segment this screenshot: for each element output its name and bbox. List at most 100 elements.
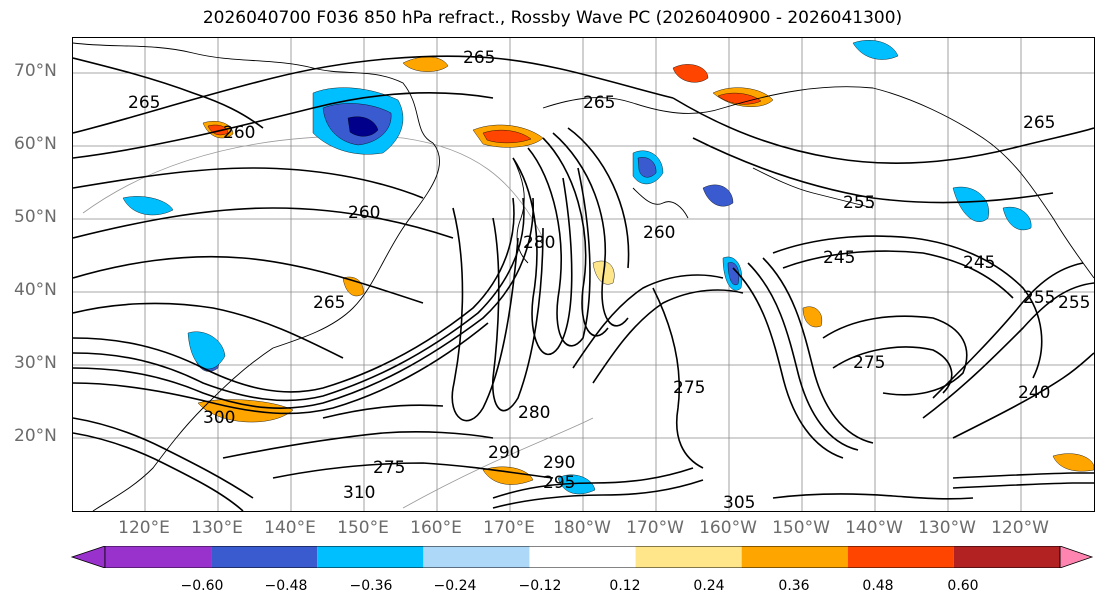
contour-label: 295 <box>543 473 575 493</box>
refractivity-contour <box>672 97 1094 165</box>
colorbar-tick-label: 0.36 <box>778 578 810 594</box>
lat-label-70n: 70°N <box>14 61 57 81</box>
anomaly-patch <box>557 474 596 495</box>
refractivity-contour <box>772 235 1043 379</box>
lon-label-140w: 140°W <box>845 518 903 538</box>
lon-label-170e: 170°E <box>483 518 535 538</box>
coastline-segment <box>73 42 434 144</box>
coastline-segment <box>752 167 874 209</box>
refractivity-contour <box>732 267 844 459</box>
lon-label-120w: 120°W <box>991 518 1049 538</box>
map-panel[interactable]: 265 265 260 260 265 260 280 265 255 245 255 275 275 2… <box>72 37 1095 512</box>
refractivity-contour <box>451 207 519 422</box>
projection-curve <box>402 417 594 509</box>
refractivity-contour <box>272 462 554 479</box>
anomaly-patch <box>952 186 989 222</box>
contour-label: 265 <box>583 93 615 113</box>
contour-label: 305 <box>723 493 755 511</box>
coastline-segment <box>872 87 1094 279</box>
lat-label-50n: 50°N <box>14 207 57 227</box>
contour-label: 275 <box>853 353 885 373</box>
contour-label: 275 <box>673 378 705 398</box>
anomaly-patch <box>122 196 174 216</box>
colorbar-outline <box>104 546 1061 568</box>
colorbar-tick-label: −0.36 <box>349 578 393 594</box>
refractivity-contour <box>932 262 1084 399</box>
refractivity-contour <box>567 127 630 269</box>
coastline-segment <box>542 86 874 114</box>
coastline-segment <box>512 157 529 264</box>
contour-label: 265 <box>313 293 345 313</box>
lon-label-170w: 170°W <box>626 518 684 538</box>
lon-label-160w: 160°W <box>699 518 757 538</box>
lon-label-120e: 120°E <box>118 518 170 538</box>
refractivity-contour <box>572 274 724 369</box>
refractivity-contour <box>592 289 744 384</box>
projection-curve <box>82 135 544 239</box>
lat-label-60n: 60°N <box>14 134 57 154</box>
colorbar-tick-label: −0.48 <box>264 578 308 594</box>
lat-label-20n: 20°N <box>14 426 57 446</box>
contour-label: 255 <box>843 193 875 213</box>
colorbar-segment <box>423 546 530 568</box>
lon-label-130w: 130°W <box>918 518 976 538</box>
contour-label: 245 <box>823 248 855 268</box>
anomaly-patch <box>717 92 762 105</box>
anomaly-patch <box>727 262 740 286</box>
lat-label-40n: 40°N <box>14 280 57 300</box>
anomaly-patch <box>187 331 226 370</box>
coastline-segment <box>632 187 689 219</box>
colorbar-min-extension <box>70 546 106 568</box>
colorbar-max-extension <box>1059 546 1094 568</box>
refractivity-contour <box>762 257 874 444</box>
refractivity-contour <box>492 479 704 509</box>
anomaly-patch <box>637 157 657 178</box>
contour-label: 300 <box>203 408 235 428</box>
colorbar-tick-label: 0.48 <box>862 578 894 594</box>
lon-label-150e: 150°E <box>337 518 389 538</box>
refractivity-contour <box>652 287 704 469</box>
colorbar-segment <box>105 546 212 568</box>
anomaly-fills <box>122 40 1094 495</box>
anomaly-patch <box>1002 206 1032 231</box>
anomaly-patch <box>482 466 534 485</box>
colorbar-segment <box>211 546 318 568</box>
refractivity-contour <box>73 57 264 129</box>
lat-label-30n: 30°N <box>14 353 57 373</box>
anomaly-patch <box>347 116 379 137</box>
map-title: 2026040700 F036 850 hPa refract., Rossby… <box>202 8 903 28</box>
colorbar-tick-label: −0.24 <box>433 578 477 594</box>
lon-label-160e: 160°E <box>410 518 462 538</box>
refractivity-contour <box>747 262 859 451</box>
contour-label: 265 <box>128 93 160 113</box>
refractivity-contour <box>73 197 534 409</box>
refractivity-contour <box>832 346 953 394</box>
colorbar-tick-label: 0.60 <box>947 578 979 594</box>
coastline-segment <box>92 347 274 511</box>
coastlines <box>73 42 1094 511</box>
refractivity-contour <box>822 315 968 396</box>
refractivity-contour <box>73 322 489 415</box>
contour-label: 240 <box>1018 383 1050 403</box>
coastline-segment <box>272 142 440 349</box>
refractivity-contour <box>952 482 1094 489</box>
refractivity-contour <box>552 132 629 327</box>
anomaly-patch <box>672 64 709 83</box>
anomaly-patch <box>402 56 449 72</box>
refractivity-contour <box>512 157 573 356</box>
refractivity-contour <box>952 472 1094 479</box>
contour-label: 260 <box>223 123 255 143</box>
colorbar-segment <box>953 546 1060 568</box>
refractivity-contour <box>782 250 1014 299</box>
refractivity-contour <box>692 137 1054 204</box>
refractivity-contour <box>73 302 344 359</box>
anomaly-patch <box>702 184 734 207</box>
colorbar-segment <box>635 546 742 568</box>
refractivity-contour <box>73 197 525 402</box>
contour-label: 290 <box>543 453 575 473</box>
colorbar-segment <box>317 546 424 568</box>
refractivity-contour <box>322 404 444 419</box>
refractivity-contour <box>492 217 544 412</box>
colorbar-segment <box>847 546 954 568</box>
contour-label: 280 <box>523 233 555 253</box>
